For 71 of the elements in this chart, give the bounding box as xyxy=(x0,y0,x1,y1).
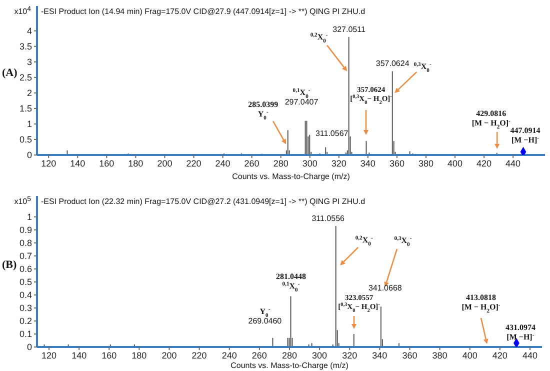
annotation: 311.0556 xyxy=(312,214,346,223)
x-axis-title: Counts vs. Mass-to-Charge (m/z) xyxy=(230,361,349,370)
y-axis-title: x10$^{5}$ xyxy=(14,196,32,206)
y-tick-label: 0.7 xyxy=(19,251,32,262)
y-tick-label: 1 xyxy=(26,212,32,222)
annotation: 311.0567 xyxy=(315,129,349,138)
x-tick-label: 400 xyxy=(462,350,478,360)
x-tick-label: 240 xyxy=(222,350,237,360)
x-tick-label: 300 xyxy=(302,158,318,168)
annotation: 341.0668 xyxy=(368,284,402,293)
x-tick-label: 420 xyxy=(492,350,508,360)
y-tick-label: 0.4 xyxy=(19,290,32,300)
annotation: 413.0818 [M − H$_{2}$O]$^{-}$ xyxy=(462,293,500,314)
x-tick-label: 260 xyxy=(244,158,260,168)
annotation: 357.0624 xyxy=(376,59,410,68)
x-tick-label: 340 xyxy=(360,158,376,168)
text: (B) xyxy=(2,259,17,271)
x-tick-label: 280 xyxy=(282,350,298,360)
x-tick-label: 440 xyxy=(522,350,538,360)
x-tick-label: 120 xyxy=(41,158,56,168)
x-tick-label: 380 xyxy=(418,158,434,168)
y-tick-label: 3.5 xyxy=(19,42,32,52)
x-tick-label: 120 xyxy=(42,350,57,360)
y-tick-label: 0.6 xyxy=(19,264,32,274)
x-tick-label: 160 xyxy=(99,158,114,168)
y-tick-label: 3 xyxy=(26,57,32,68)
x-tick-label: 360 xyxy=(402,350,418,360)
chart-title: -ESI Product Ion (14.94 min) Frag=175.0V CID@27.9 (447.0914[z=1] -> **) QING PI ZHU.d xyxy=(41,7,366,16)
y-tick-label: 0.8 xyxy=(19,238,32,248)
y-tick-label: 0.5 xyxy=(19,134,32,145)
y-tick-label: 0.9 xyxy=(19,225,32,236)
annotation: 327.0511 xyxy=(332,25,366,34)
annotation: 429.0816 [M − H$_{2}$O]$^{-}$ xyxy=(472,108,511,130)
annotation: 431.0974 [M −H]$^{-}$ xyxy=(505,323,536,342)
x-tick-label: 200 xyxy=(162,350,177,360)
x-axis-title: Counts vs. Mass-to-Charge (m/z) xyxy=(232,172,350,181)
x-tick-label: 220 xyxy=(192,350,207,360)
x-tick-label: 160 xyxy=(102,350,117,360)
y-tick-label: 2 xyxy=(26,88,32,98)
x-tick-label: 420 xyxy=(476,158,492,168)
x-tick-label: 260 xyxy=(252,350,267,360)
x-tick-label: 300 xyxy=(312,350,328,360)
y-tick-label: 0.3 xyxy=(19,303,32,314)
x-tick-label: 180 xyxy=(132,350,147,360)
y-tick-label: 4 xyxy=(26,26,32,36)
y-tick-label: 0 xyxy=(26,150,32,160)
y-tick-label: 0.2 xyxy=(19,316,32,326)
y-tick-label: 2.5 xyxy=(19,72,32,83)
y-tick-label: 0.1 xyxy=(19,329,32,340)
y-tick-label: 1 xyxy=(26,119,32,130)
x-tick-label: 220 xyxy=(186,158,202,168)
x-tick-label: 440 xyxy=(506,158,521,168)
x-tick-label: 140 xyxy=(72,350,87,360)
y-tick-label: 1.5 xyxy=(19,104,32,114)
x-tick-label: 320 xyxy=(331,158,346,168)
x-tick-label: 340 xyxy=(372,350,388,360)
x-tick-label: 180 xyxy=(128,158,144,168)
chart-title: -ESI Product Ion (22.32 min) Frag=175.0V CID@27.2 (431.0949[z=1] -> **) QING PI ZHU.d xyxy=(41,197,366,206)
x-tick-label: 280 xyxy=(273,158,288,168)
x-tick-label: 140 xyxy=(70,158,86,168)
y-tick-label: 0 xyxy=(26,342,32,352)
x-tick-label: 200 xyxy=(157,158,172,168)
annotation: 447.0914 [M −H]$^{-}$ xyxy=(510,126,540,144)
x-tick-label: 320 xyxy=(342,350,358,360)
x-tick-label: 240 xyxy=(215,158,230,168)
x-tick-label: 400 xyxy=(447,158,463,168)
y-axis-title: x10$^{4}$ xyxy=(14,6,32,16)
x-tick-label: 360 xyxy=(389,158,404,168)
text: (A) xyxy=(2,67,18,79)
y-tick-label: 0.5 xyxy=(19,277,32,288)
x-tick-label: 380 xyxy=(432,350,448,360)
